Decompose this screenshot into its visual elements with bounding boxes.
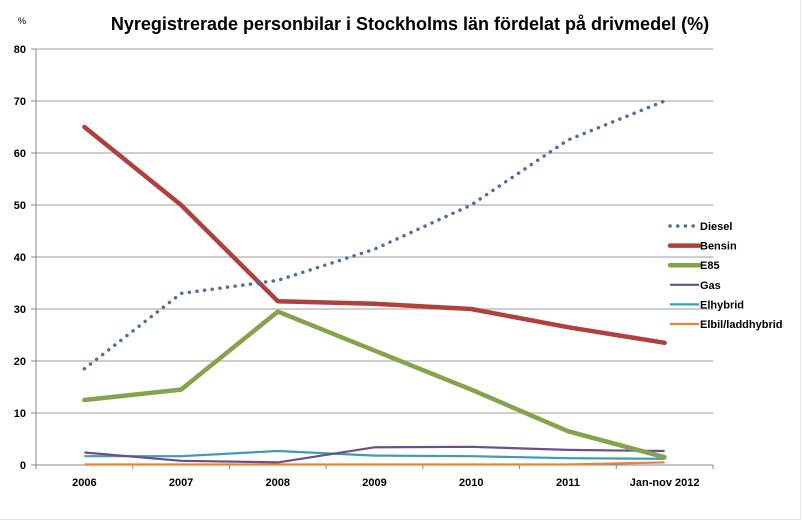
chart-title: Nyregistrerade personbilar i Stockholms … <box>110 14 710 34</box>
series-line-gas <box>84 445 665 464</box>
y-tick-label: 40 <box>14 252 26 264</box>
legend-item: Elhybrid <box>670 299 744 311</box>
legend-label: Diesel <box>700 221 732 233</box>
legend-label: Bensin <box>700 241 737 253</box>
legend-item: E85 <box>667 260 720 272</box>
y-tick-label: 0 <box>20 460 26 472</box>
y-tick-labels: 0 10 20 30 40 50 60 70 80 <box>14 44 26 472</box>
series-line-e85 <box>82 309 667 460</box>
x-tick-label: Jan-nov 2012 <box>630 477 700 489</box>
gridlines <box>36 48 713 414</box>
y-tick-label: 70 <box>14 96 26 108</box>
series-lines <box>82 99 667 466</box>
legend-label: E85 <box>700 260 720 272</box>
legend-item: Bensin <box>667 241 737 253</box>
legend-item: Diesel <box>668 221 732 233</box>
x-tick-label: 2009 <box>362 477 386 489</box>
x-tick-label: 2008 <box>266 477 290 489</box>
x-tick-label: 2006 <box>72 477 96 489</box>
y-tick-label: 60 <box>14 148 26 160</box>
legend: Diesel Bensin E85 Gas Elhybrid Elbil/laddhybr… <box>667 221 783 331</box>
legend-item: Gas <box>670 280 721 292</box>
y-tick-label: 50 <box>14 200 26 212</box>
x-tick-label: 2007 <box>169 477 193 489</box>
axes <box>31 48 714 469</box>
legend-item: Elbil/laddhybrid <box>670 319 783 331</box>
legend-label: Elbil/laddhybrid <box>700 319 783 331</box>
series-line-bensin <box>82 124 667 346</box>
y-axis-unit-label: % <box>18 16 27 26</box>
x-tick-label: 2011 <box>556 477 580 489</box>
x-tick-label: 2010 <box>459 477 483 489</box>
series-line-diesel <box>82 99 667 371</box>
y-tick-label: 30 <box>14 304 26 316</box>
y-tick-label: 20 <box>14 356 26 368</box>
series-line-elhybrid <box>84 449 665 460</box>
y-tick-label: 80 <box>14 44 26 56</box>
y-tick-label: 10 <box>14 408 26 420</box>
legend-label: Gas <box>700 280 721 292</box>
series-line-elbil-laddhybrid <box>84 461 665 466</box>
x-tick-labels: 2006 2007 2008 2009 2010 2011 Jan-nov 2012 <box>72 477 699 489</box>
legend-label: Elhybrid <box>700 299 744 311</box>
